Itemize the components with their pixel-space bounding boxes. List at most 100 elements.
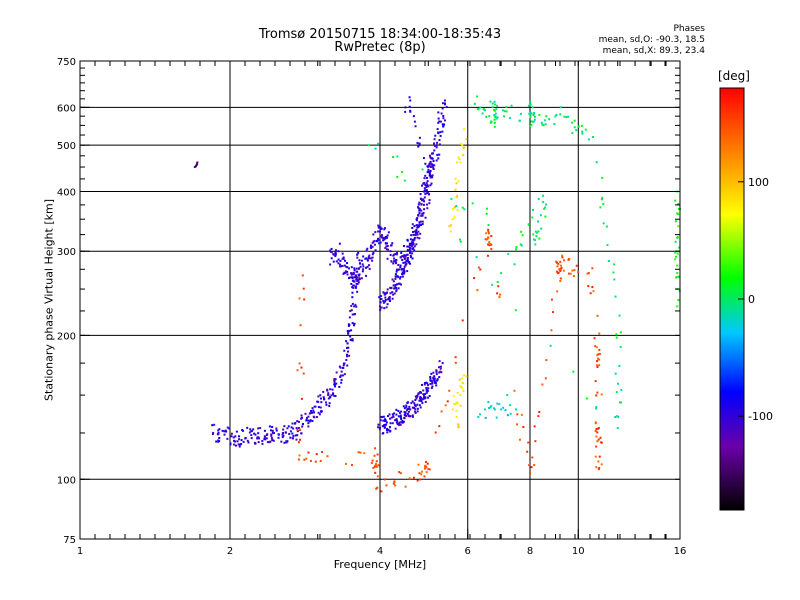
data-point: [307, 425, 310, 428]
data-point: [282, 428, 285, 431]
data-point: [382, 424, 385, 427]
data-point: [348, 329, 351, 332]
data-point: [673, 258, 676, 261]
data-point: [424, 174, 427, 177]
data-point: [599, 436, 602, 439]
data-point: [428, 171, 431, 174]
data-point: [508, 116, 511, 119]
data-point: [518, 119, 521, 122]
data-point: [455, 182, 458, 185]
data-point: [495, 108, 498, 111]
data-point: [404, 257, 407, 260]
y-tick-label: 750: [57, 57, 76, 68]
data-point: [442, 125, 445, 128]
data-point: [365, 249, 368, 252]
data-point: [377, 239, 380, 242]
data-point: [414, 405, 417, 408]
data-point: [403, 265, 406, 268]
data-point: [597, 460, 600, 463]
data-point: [418, 472, 421, 475]
data-point: [346, 273, 349, 276]
data-point: [425, 203, 428, 206]
data-point: [432, 167, 435, 170]
data-point: [296, 420, 299, 423]
data-point: [375, 487, 378, 490]
data-point: [461, 319, 464, 322]
data-point: [373, 465, 376, 468]
data-point: [616, 415, 619, 418]
data-point: [554, 115, 557, 118]
data-point: [412, 406, 415, 409]
data-point: [416, 142, 419, 145]
data-point: [422, 190, 425, 193]
data-point: [270, 433, 273, 436]
data-point: [415, 231, 418, 234]
data-point: [526, 450, 529, 453]
data-point: [378, 428, 381, 431]
data-point: [350, 329, 353, 332]
data-point: [437, 111, 440, 114]
data-point: [457, 426, 460, 429]
data-point: [432, 371, 435, 374]
data-point: [484, 408, 487, 411]
data-point: [487, 243, 490, 246]
data-point: [374, 447, 377, 450]
data-point: [259, 427, 262, 430]
data-point: [354, 303, 357, 306]
data-point: [431, 176, 434, 179]
data-point: [493, 125, 496, 128]
data-point: [389, 430, 392, 433]
data-point: [312, 415, 315, 418]
data-point: [406, 412, 409, 415]
data-point: [343, 349, 346, 352]
data-point: [353, 269, 356, 272]
data-point: [606, 244, 609, 247]
data-point: [528, 124, 531, 127]
data-point: [420, 202, 423, 205]
data-point: [297, 420, 300, 423]
phase-stats-heading: Phases: [673, 24, 705, 34]
data-point: [437, 117, 440, 120]
data-point: [424, 162, 427, 165]
data-point: [456, 194, 459, 197]
data-point: [438, 143, 441, 146]
data-point: [326, 388, 329, 391]
data-point: [411, 226, 414, 229]
data-point: [394, 484, 397, 487]
data-point: [677, 299, 680, 302]
data-point: [551, 311, 554, 314]
data-point: [345, 265, 348, 268]
data-point: [441, 130, 444, 133]
data-point: [394, 427, 397, 430]
data-point: [528, 464, 531, 467]
data-point: [494, 103, 497, 106]
data-point: [465, 375, 468, 378]
data-point: [462, 146, 465, 149]
data-point: [307, 415, 310, 418]
data-point: [399, 266, 402, 269]
data-point: [272, 439, 275, 442]
data-point: [613, 263, 616, 266]
data-point: [371, 253, 374, 256]
data-point: [396, 419, 399, 422]
data-point: [432, 376, 435, 379]
data-point: [581, 132, 584, 135]
data-point: [385, 242, 388, 245]
data-point: [281, 433, 284, 436]
data-point: [455, 409, 458, 412]
data-point: [518, 438, 521, 441]
data-point: [439, 120, 442, 123]
data-point: [361, 270, 364, 273]
data-point: [375, 463, 378, 466]
data-point: [459, 161, 462, 164]
data-point: [285, 440, 288, 443]
data-point: [309, 412, 312, 415]
axis-ticks: 1 2 4 6 8 10 16 75 100 200 300 400 500 600 750: [57, 57, 686, 557]
data-point: [329, 250, 332, 253]
data-point: [433, 164, 436, 167]
data-point: [454, 177, 457, 180]
data-point: [531, 208, 534, 211]
data-point: [488, 406, 491, 409]
data-point: [481, 112, 484, 115]
data-point: [522, 426, 525, 429]
